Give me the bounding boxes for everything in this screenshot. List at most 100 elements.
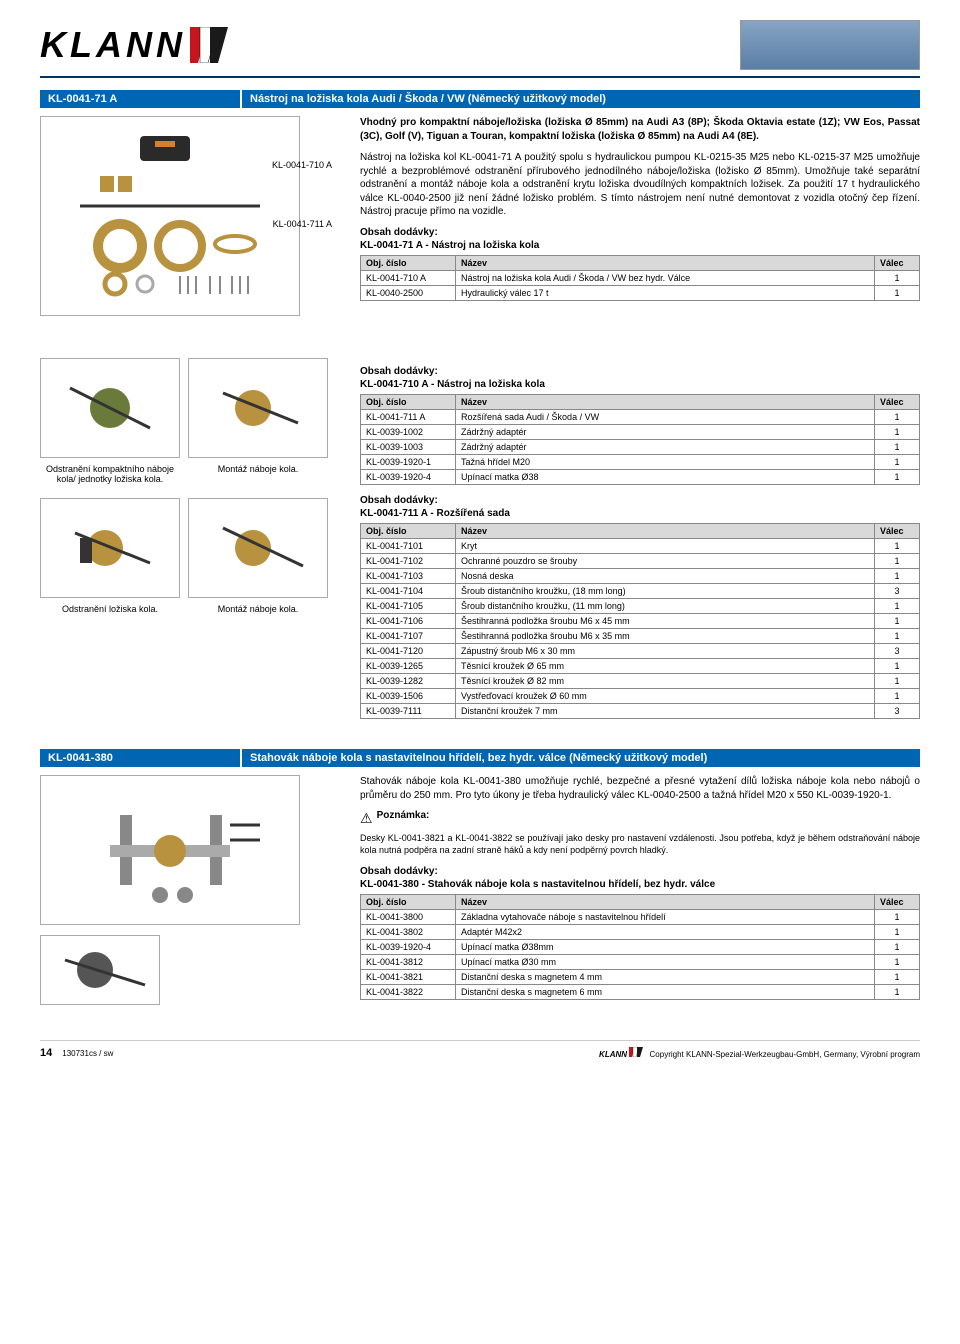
table3-subtitle: KL-0041-711 A - Rozšířená sada — [360, 508, 920, 519]
section1-header: KL-0041-71 A Nástroj na ložiska kola Aud… — [40, 90, 920, 108]
step-image-4 — [188, 498, 328, 598]
table-row: KL-0041-7120Zápustný šroub M6 x 30 mm3 — [361, 644, 920, 659]
cell-code: KL-0041-7106 — [361, 614, 456, 629]
table3: Obj. číslo Název Válec KL-0041-7101Kryt1… — [360, 523, 920, 719]
table-row: KL-0039-1920-4Upínací matka Ø38mm1 — [361, 940, 920, 955]
cell-code: KL-0041-7103 — [361, 569, 456, 584]
table-row: KL-0039-1506Vystřeďovací kroužek Ø 60 mm… — [361, 689, 920, 704]
ref-label-1: KL-0041-710 A — [48, 160, 332, 170]
cell-qty: 1 — [875, 569, 920, 584]
page-number: 14 — [40, 1047, 52, 1059]
section2-image-1 — [40, 775, 300, 925]
caption-2: Montáž náboje kola. — [218, 464, 299, 474]
cell-name: Zádržný adaptér — [456, 440, 875, 455]
cell-name: Šestihranná podložka šroubu M6 x 35 mm — [456, 629, 875, 644]
cell-qty: 1 — [875, 659, 920, 674]
table-row: KL-0041-710 ANástroj na ložiska kola Aud… — [361, 270, 920, 285]
warning-icon: ⚠ — [360, 810, 373, 827]
cell-code: KL-0040-2500 — [361, 285, 456, 300]
cell-code: KL-0041-7105 — [361, 599, 456, 614]
caption-4: Montáž náboje kola. — [218, 604, 299, 614]
cell-name: Distanční deska s magnetem 4 mm — [456, 970, 875, 985]
th: Válec — [875, 524, 920, 539]
table-row: KL-0041-3821Distanční deska s magnetem 4… — [361, 970, 920, 985]
cell-qty: 1 — [875, 270, 920, 285]
table1-subtitle: KL-0041-71 A - Nástroj na ložiska kola — [360, 240, 920, 251]
section2-header: KL-0041-380 Stahovák náboje kola s nasta… — [40, 749, 920, 767]
cell-name: Těsnící kroužek Ø 65 mm — [456, 659, 875, 674]
table1-title: Obsah dodávky: — [360, 227, 920, 238]
footer-brand: KLANN — [599, 1050, 627, 1059]
logo-mark-icon — [190, 27, 240, 63]
cell-qty: 3 — [875, 584, 920, 599]
cell-qty: 1 — [875, 629, 920, 644]
cell-qty: 1 — [875, 470, 920, 485]
th: Název — [456, 524, 875, 539]
logo: KLANN — [40, 24, 240, 66]
table-row: KL-0039-7111Distanční kroužek 7 mm3 — [361, 704, 920, 719]
footer-logo-icon — [629, 1047, 647, 1057]
cell-qty: 1 — [875, 614, 920, 629]
cell-qty: 1 — [875, 910, 920, 925]
table-row: KL-0039-1920-1Tažná hřídel M201 — [361, 455, 920, 470]
section1-intro: Vhodný pro kompaktní náboje/ložiska (lož… — [360, 116, 920, 143]
cell-qty: 1 — [875, 689, 920, 704]
note-text: Desky KL-0041-3821 a KL-0041-3822 se pou… — [360, 833, 920, 856]
cell-name: Šroub distančního kroužku, (18 mm long) — [456, 584, 875, 599]
cell-qty: 3 — [875, 704, 920, 719]
cell-qty: 1 — [875, 539, 920, 554]
section1-title: Nástroj na ložiska kola Audi / Škoda / V… — [242, 90, 920, 108]
cell-qty: 1 — [875, 925, 920, 940]
th: Obj. číslo — [361, 395, 456, 410]
cell-qty: 1 — [875, 410, 920, 425]
table-row: KL-0041-3802Adaptér M42x21 — [361, 925, 920, 940]
table3-title: Obsah dodávky: — [360, 495, 920, 506]
cell-qty: 1 — [875, 955, 920, 970]
table-row: KL-0041-7101Kryt1 — [361, 539, 920, 554]
cell-code: KL-0039-1920-1 — [361, 455, 456, 470]
cell-code: KL-0039-1265 — [361, 659, 456, 674]
table-row: KL-0041-7102Ochranné pouzdro se šrouby1 — [361, 554, 920, 569]
cell-code: KL-0039-1920-4 — [361, 940, 456, 955]
table2: Obj. číslo Název Válec KL-0041-711 ARozš… — [360, 394, 920, 485]
table-row: KL-0041-7105Šroub distančního kroužku, (… — [361, 599, 920, 614]
cell-code: KL-0039-1003 — [361, 440, 456, 455]
th: Obj. číslo — [361, 524, 456, 539]
cell-name: Vystřeďovací kroužek Ø 60 mm — [456, 689, 875, 704]
step-image-3 — [40, 498, 180, 598]
cell-name: Adaptér M42x2 — [456, 925, 875, 940]
cell-name: Distanční deska s magnetem 6 mm — [456, 985, 875, 1000]
cell-name: Rozšířená sada Audi / Škoda / VW — [456, 410, 875, 425]
cell-name: Zápustný šroub M6 x 30 mm — [456, 644, 875, 659]
th: Válec — [875, 395, 920, 410]
cell-code: KL-0041-7104 — [361, 584, 456, 599]
section2-code: KL-0041-380 — [40, 749, 240, 767]
footer-copyright: Copyright KLANN-Spezial-Werkzeugbau-GmbH… — [650, 1050, 920, 1059]
cell-code: KL-0041-3812 — [361, 955, 456, 970]
th: Válec — [875, 255, 920, 270]
table1: Obj. číslo Název Válec KL-0041-710 ANást… — [360, 255, 920, 301]
section1-code: KL-0041-71 A — [40, 90, 240, 108]
cell-qty: 1 — [875, 674, 920, 689]
cell-code: KL-0041-7120 — [361, 644, 456, 659]
table-row: KL-0039-1265Těsnící kroužek Ø 65 mm1 — [361, 659, 920, 674]
cell-qty: 3 — [875, 644, 920, 659]
step-image-1 — [40, 358, 180, 458]
section2-table-title: Obsah dodávky: — [360, 866, 920, 877]
cell-code: KL-0039-1002 — [361, 425, 456, 440]
cell-code: KL-0039-1506 — [361, 689, 456, 704]
section2-image-2 — [40, 935, 160, 1005]
cell-name: Upínací matka Ø38mm — [456, 940, 875, 955]
section2-table: Obj. číslo Název Válec KL-0041-3800Zákla… — [360, 894, 920, 1000]
cell-code: KL-0041-711 A — [361, 410, 456, 425]
cell-qty: 1 — [875, 599, 920, 614]
cell-qty: 1 — [875, 455, 920, 470]
cell-name: Šestihranná podložka šroubu M6 x 45 mm — [456, 614, 875, 629]
th: Obj. číslo — [361, 255, 456, 270]
th: Obj. číslo — [361, 895, 456, 910]
caption-1: Odstranění kompaktního náboje kola/ jedn… — [40, 464, 180, 484]
cell-code: KL-0041-710 A — [361, 270, 456, 285]
cell-name: Základna vytahovače náboje s nastaviteln… — [456, 910, 875, 925]
table-row: KL-0041-7107Šestihranná podložka šroubu … — [361, 629, 920, 644]
cell-name: Nástroj na ložiska kola Audi / Škoda / V… — [456, 270, 875, 285]
